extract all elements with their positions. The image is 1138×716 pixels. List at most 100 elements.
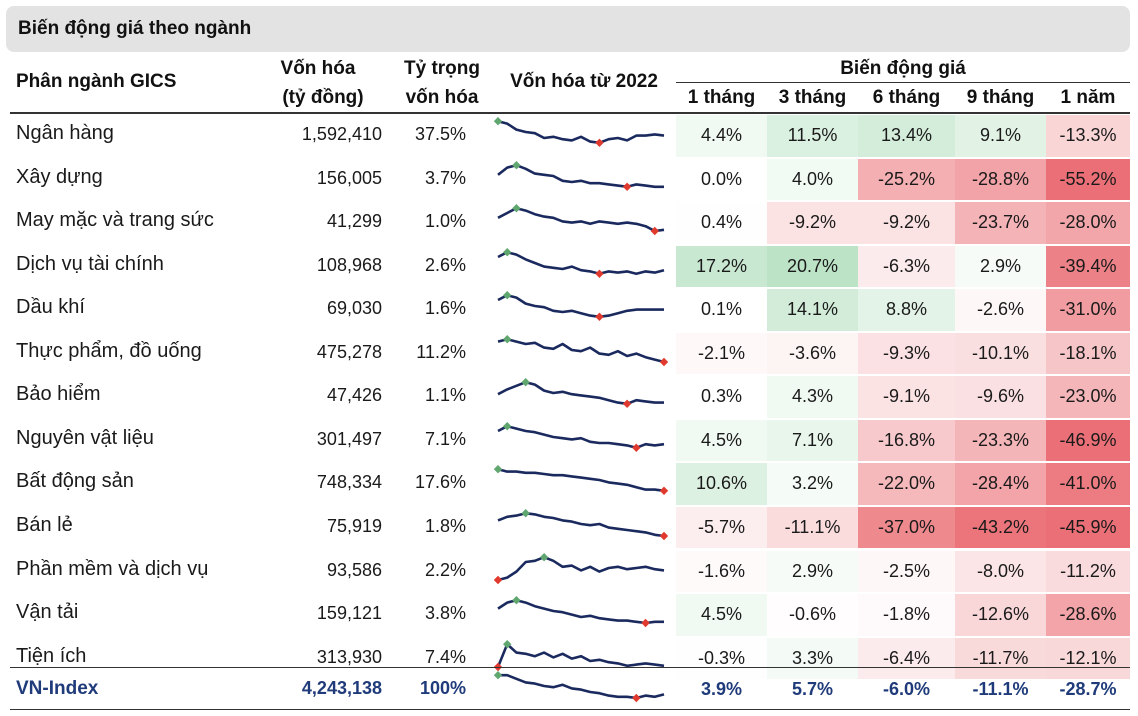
price-change-cell: 0.3%	[676, 376, 767, 418]
price-change-cell: -22.0%	[858, 463, 955, 505]
sparkline	[497, 508, 669, 541]
price-change-cell: 17.2%	[676, 245, 767, 288]
sparkline-max-marker	[494, 465, 503, 474]
market-cap-value: 93,586	[326, 559, 382, 580]
sparkline-path	[497, 598, 664, 625]
price-change-cell: -11.7%	[955, 637, 1046, 680]
table-row: Nguyên vật liệu 301,497 7.1% 4.5% 7.1% -16.8%…	[10, 419, 1130, 463]
weight-value: 1.6%	[424, 298, 466, 319]
price-change-cell: -55.2%	[1046, 158, 1130, 201]
sector-name: Bất động sản	[16, 470, 134, 493]
table-row: May mặc và trang sức 41,299 1.0% 0.4% -9.2% -…	[10, 201, 1130, 245]
weight-value: 3.8%	[424, 603, 466, 624]
sparkline-path	[497, 206, 665, 233]
price-change-cell: -6.0%	[882, 679, 931, 699]
weight-value: 37.5%	[414, 124, 466, 144]
price-change-cell: -28.7%	[1059, 679, 1117, 699]
header-mcap-line2: (tỷ đồng)	[282, 87, 364, 108]
sparkline-min-marker	[595, 269, 604, 278]
price-change-cell: -11.1%	[972, 679, 1029, 699]
price-change-cell: 4.5%	[676, 419, 767, 462]
sparkline-max-marker	[521, 378, 530, 387]
table-row: Bán lẻ 75,919 1.8% -5.7% -11.1% -37.0% -43.2% -…	[10, 506, 1130, 550]
sparkline-path	[497, 294, 664, 319]
price-change-cell: -2.6%	[955, 289, 1046, 331]
weight-value: 1.0%	[424, 211, 466, 232]
price-change-cell: -12.6%	[955, 594, 1046, 636]
weight-value: 2.6%	[424, 254, 466, 275]
weight-value: 100%	[419, 678, 466, 698]
price-change-cell: -13.3%	[1046, 115, 1130, 157]
price-change-cell: -9.3%	[858, 332, 955, 375]
price-change-cell: -16.8%	[858, 419, 955, 462]
market-cap-value: 75,919	[326, 515, 382, 536]
market-cap-value: 748,334	[316, 472, 382, 493]
price-change-cell: 7.1%	[767, 419, 858, 462]
sparkline-path	[497, 468, 665, 493]
price-change-cell: -41.0%	[1046, 463, 1130, 505]
sparkline-min-marker	[632, 693, 641, 703]
price-change-cell: -28.0%	[1046, 202, 1130, 244]
price-change-cell: 4.3%	[767, 376, 858, 418]
price-change-cell: 13.4%	[858, 115, 955, 157]
table-row: Thực phẩm, đồ uống 475,278 11.2% -2.1% -3.6%…	[10, 332, 1130, 376]
price-change-cell: -37.0%	[858, 506, 955, 549]
table-row: Tiện ích 313,930 7.4% -0.3% 3.3% -6.4% -11.7% -…	[10, 637, 1130, 681]
table-row: Phần mềm và dịch vụ 93,586 2.2% -1.6% 2.9% -2…	[10, 550, 1130, 594]
sparkline-max-marker	[494, 671, 503, 680]
sparkline-path	[496, 642, 665, 668]
header-price-change: Biến động giá	[840, 58, 966, 79]
market-cap-value: 475,278	[316, 341, 382, 362]
header-period-6m: 6 tháng	[872, 87, 941, 108]
price-change-cell: 4.5%	[676, 594, 767, 636]
header-period-1y: 1 năm	[1060, 87, 1116, 108]
price-change-underline	[676, 82, 1130, 83]
price-change-cell: 14.1%	[767, 289, 858, 331]
table-row: Bảo hiểm 47,426 1.1% 0.3% 4.3% -9.1% -9.6% -23.…	[10, 375, 1130, 419]
table-row: Vận tải 159,121 3.8% 4.5% -0.6% -1.8% -12.6% -2…	[10, 593, 1130, 637]
weight-value: 7.1%	[424, 428, 466, 449]
price-change-cell: 11.5%	[767, 115, 858, 157]
price-change-cell: 20.7%	[767, 245, 858, 288]
sector-name: Vận tải	[16, 601, 79, 624]
page-title: Biến động giá theo ngành	[18, 18, 252, 39]
sector-name: Tiện ích	[16, 644, 87, 667]
sector-name: Dầu khí	[16, 296, 85, 319]
header-weight-line2: vốn hóa	[405, 87, 479, 108]
price-change-cell: -12.1%	[1046, 637, 1130, 680]
sparkline-max-marker	[503, 334, 512, 344]
price-change-cell: -2.1%	[676, 332, 767, 375]
sparkline-max-marker	[503, 247, 512, 257]
price-change-cell: -46.9%	[1046, 419, 1130, 462]
weight-value: 1.8%	[424, 515, 466, 536]
price-change-cell: -28.6%	[1046, 594, 1130, 636]
weight-value: 3.7%	[424, 167, 466, 188]
weight-value: 2.2%	[424, 559, 466, 580]
table-row: Ngân hàng 1,592,410 37.5% 4.4% 11.5% 13.4% 9.1…	[10, 114, 1130, 158]
sparkline-max-marker	[521, 508, 530, 518]
weight-value: 17.6%	[414, 472, 466, 493]
table-bottom-rule	[10, 709, 1130, 710]
table-row: Xây dựng 156,005 3.7% 0.0% 4.0% -25.2% -28.8% -…	[10, 158, 1130, 202]
sparkline	[494, 639, 665, 671]
price-change-cell: -31.0%	[1046, 289, 1130, 331]
sector-name: VN-Index	[16, 678, 99, 699]
header-period-3m: 3 tháng	[778, 87, 847, 108]
header-weight-line1: Tỷ trọng	[404, 58, 480, 79]
sparkline-min-marker	[632, 443, 641, 452]
title-bar: Biến động giá theo ngành	[6, 6, 1130, 52]
sparkline-min-marker	[641, 618, 650, 628]
price-change-cell: 4.4%	[676, 115, 767, 157]
header-mcap-line1: Vốn hóa	[280, 58, 356, 79]
price-change-cell: 0.1%	[676, 289, 767, 331]
sparkline-max-marker	[512, 596, 521, 605]
market-cap-value: 301,497	[316, 428, 382, 449]
sparkline-max-marker	[503, 291, 512, 300]
market-cap-value: 1,592,410	[301, 124, 382, 144]
price-change-cell: -6.4%	[858, 637, 955, 680]
sparkline	[494, 465, 669, 496]
header-period-9m: 9 tháng	[966, 87, 1035, 108]
price-change-cell: 0.0%	[700, 168, 743, 189]
sparkline-path	[497, 511, 665, 538]
sector-name: Ngân hàng	[16, 122, 114, 144]
